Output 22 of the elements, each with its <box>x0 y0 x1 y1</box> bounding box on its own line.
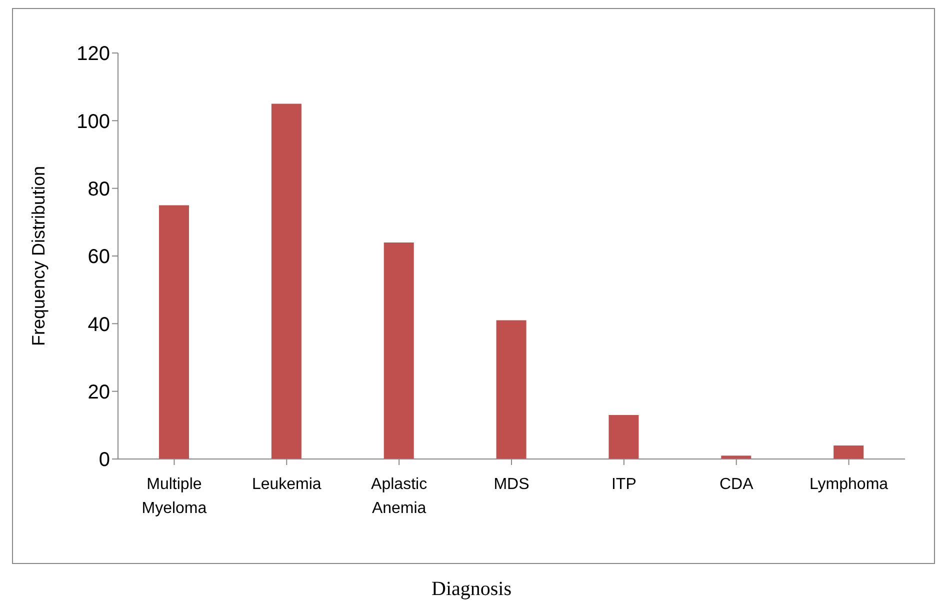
x-axis-title: Diagnosis <box>430 578 512 601</box>
bar <box>159 205 189 459</box>
bar <box>384 242 414 459</box>
y-tick-label: 80 <box>88 178 110 200</box>
y-tick-label: 120 <box>76 43 110 66</box>
x-tick-label: Leukemia <box>252 476 322 493</box>
x-tick-label: ITP <box>611 476 636 493</box>
y-tick-label: 40 <box>88 314 110 336</box>
x-tick-label: Aplastic Anemia <box>371 476 428 517</box>
bar <box>608 415 639 459</box>
x-tick-label: Lymphoma <box>810 476 888 493</box>
x-tick-label: MDS <box>494 476 530 493</box>
y-tick-label: 100 <box>76 110 110 133</box>
bar <box>834 445 864 459</box>
y-tick-label: 0 <box>98 449 110 472</box>
x-tick-label: CDA <box>719 476 754 493</box>
bar <box>271 104 302 459</box>
bar <box>496 320 526 459</box>
y-tick-label: 60 <box>88 246 110 268</box>
x-tick-label: Multiple Myeloma <box>142 476 207 517</box>
y-axis-title: Frequency Distribution <box>28 166 48 346</box>
y-tick-label: 20 <box>88 381 110 404</box>
